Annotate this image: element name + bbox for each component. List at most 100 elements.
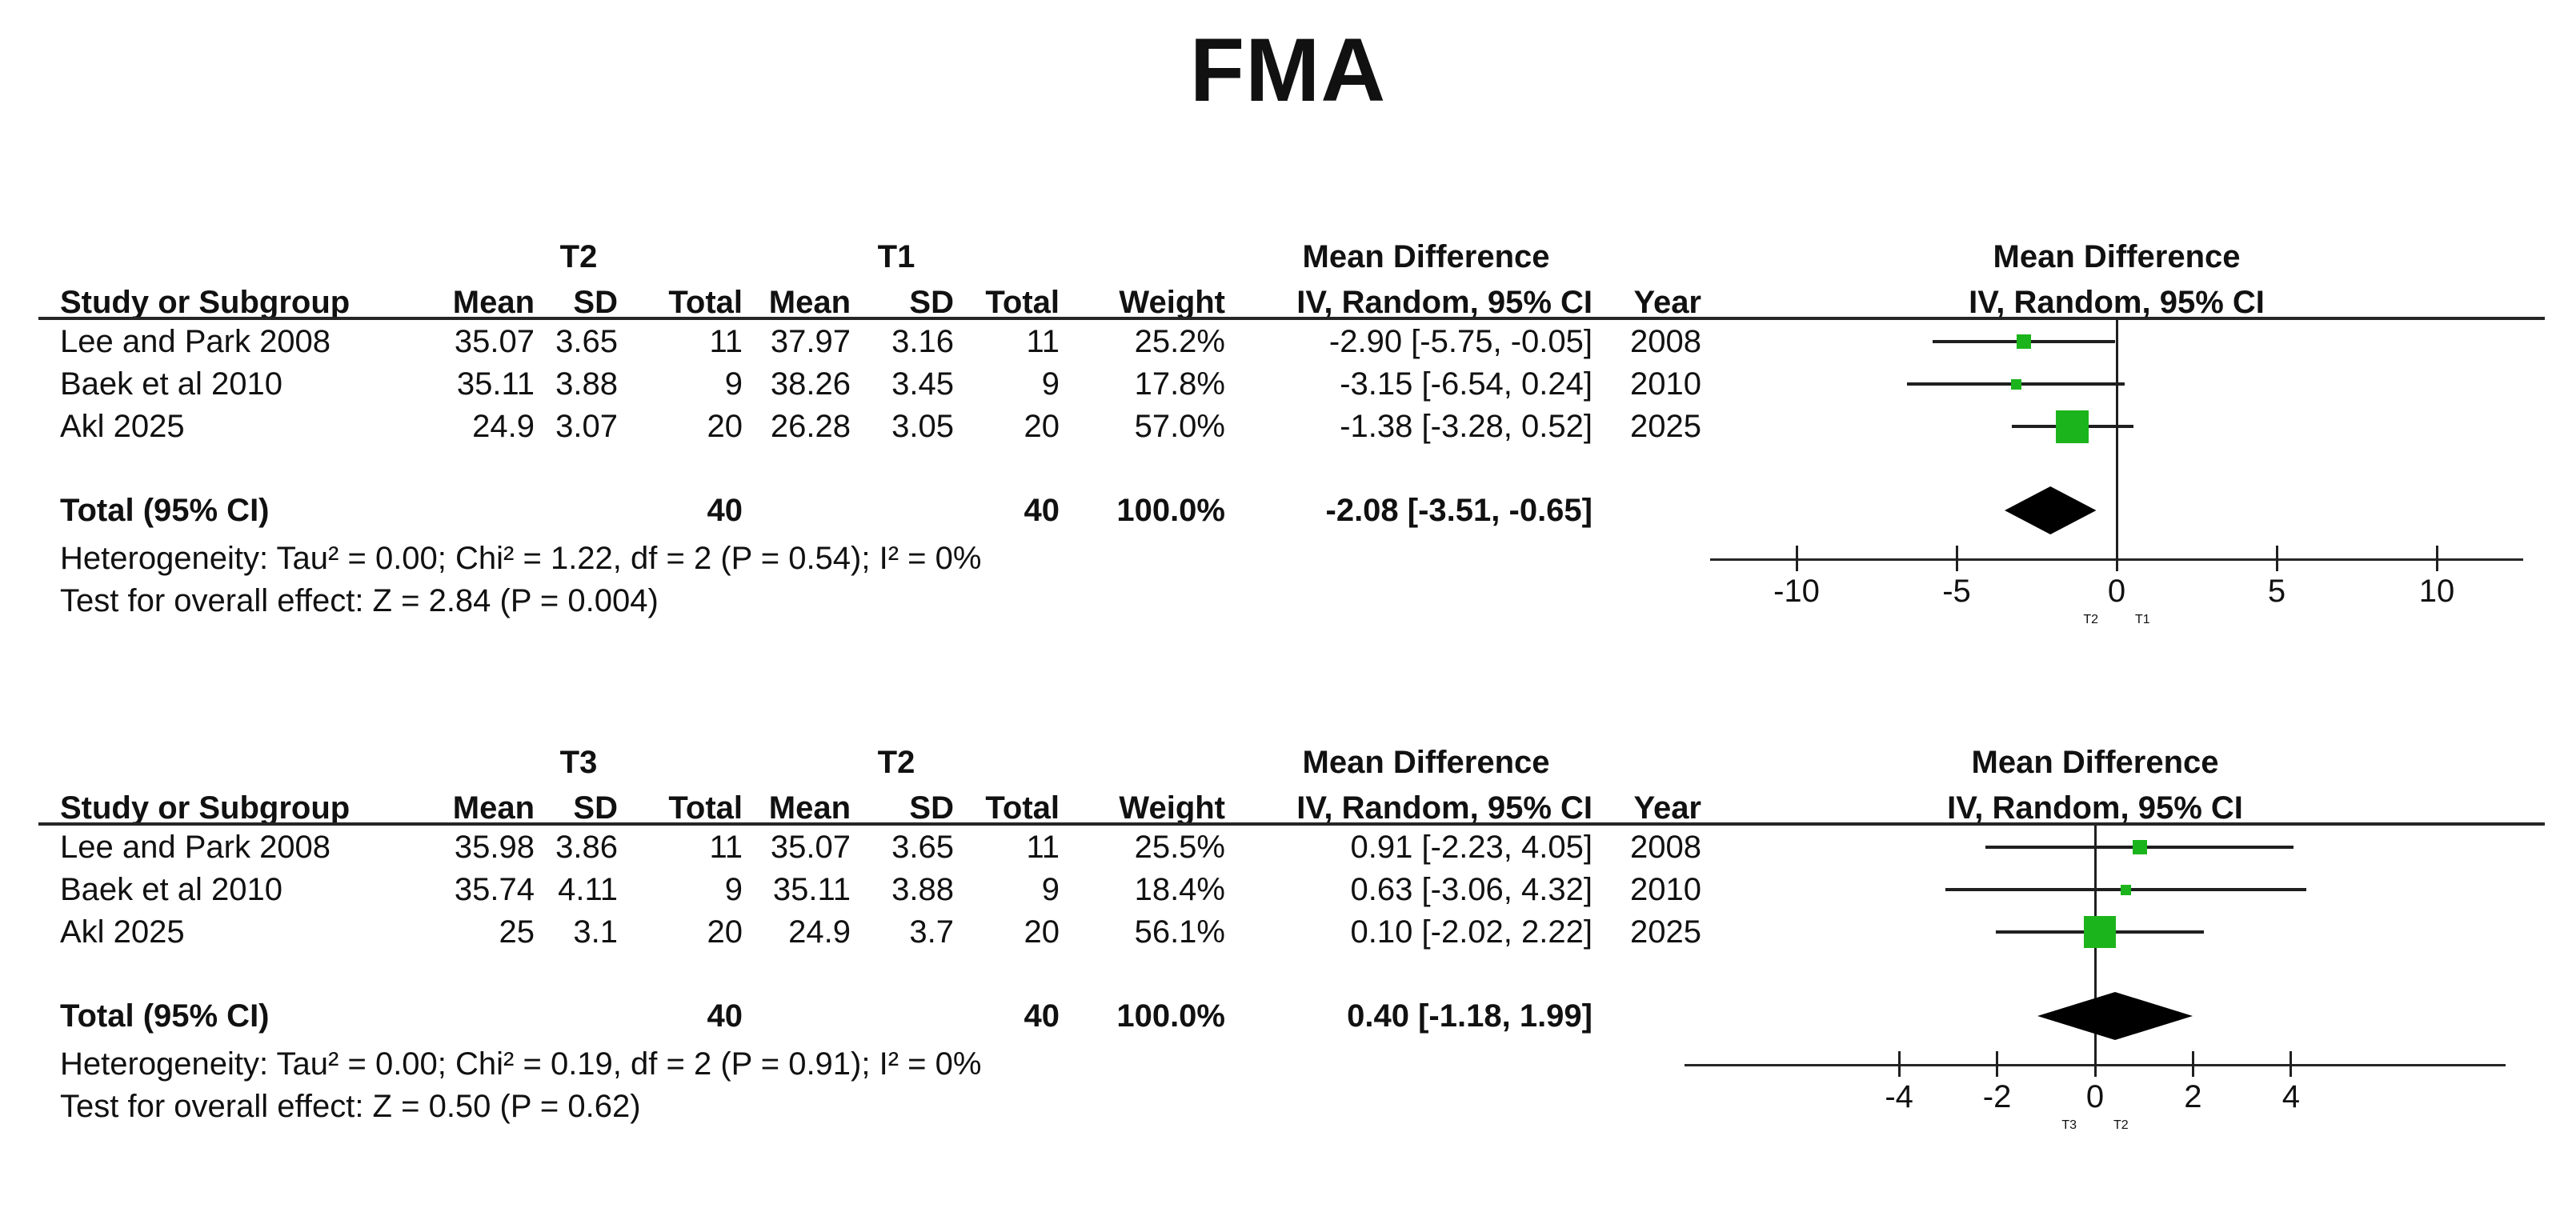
effect-sub-header: IV, Random, 95% CI bbox=[1296, 790, 1592, 826]
axis-tick bbox=[1795, 546, 1798, 571]
effect-column-title: Mean Difference bbox=[1302, 239, 1550, 274]
axis-tick-label: -10 bbox=[1773, 574, 1820, 609]
total-exp-cell: 9 bbox=[724, 872, 743, 907]
weight-cell: 17.8% bbox=[1134, 366, 1225, 402]
sd-exp-cell: 3.65 bbox=[555, 324, 618, 359]
total-label: Total (95% CI) bbox=[60, 493, 270, 528]
plot-title: Mean Difference bbox=[1971, 745, 2219, 780]
sd-ctrl-header: SD bbox=[909, 790, 954, 826]
weight-cell: 25.5% bbox=[1134, 830, 1225, 865]
pooled-diamond bbox=[2004, 486, 2096, 534]
mean-exp-cell: 24.9 bbox=[472, 409, 535, 444]
axis-tick-label: 5 bbox=[2267, 574, 2286, 609]
axis-tick bbox=[2290, 1051, 2293, 1077]
mean-ctrl-cell: 37.97 bbox=[770, 324, 851, 359]
year-header: Year bbox=[1633, 285, 1701, 320]
mean-exp-header: Mean bbox=[452, 285, 535, 320]
mean-exp-cell: 35.74 bbox=[454, 872, 535, 907]
favours-labels: T2 T1 bbox=[2083, 613, 2149, 627]
total-weight: 100.0% bbox=[1116, 998, 1225, 1034]
year-cell: 2025 bbox=[1630, 914, 1701, 950]
total-ctrl-cell: 20 bbox=[1024, 914, 1060, 950]
axis-tick-label: -4 bbox=[1885, 1079, 1913, 1114]
zero-line bbox=[2115, 320, 2118, 559]
mean-exp-cell: 35.98 bbox=[454, 830, 535, 865]
total-ci-text: -2.08 [-3.51, -0.65] bbox=[1325, 493, 1593, 528]
axis-tick-label: 0 bbox=[2107, 574, 2126, 609]
plot-title: Mean Difference bbox=[1993, 239, 2241, 274]
mean-exp-cell: 35.11 bbox=[456, 366, 535, 402]
study-cell: Baek et al 2010 bbox=[60, 872, 282, 907]
total-ci-text: 0.40 [-1.18, 1.99] bbox=[1347, 998, 1592, 1034]
year-cell: 2010 bbox=[1630, 366, 1701, 402]
total-ctrl-header: Total bbox=[985, 790, 1060, 826]
sd-ctrl-header: SD bbox=[909, 285, 954, 320]
sd-ctrl-cell: 3.88 bbox=[891, 872, 954, 907]
sd-exp-header: SD bbox=[573, 285, 618, 320]
axis-tick-label: 0 bbox=[2085, 1079, 2105, 1114]
ci-text-cell: 0.63 [-3.06, 4.32] bbox=[1350, 872, 1592, 907]
pooled-diamond bbox=[2037, 992, 2193, 1040]
plot-subtitle: IV, Random, 95% CI bbox=[1947, 790, 2243, 826]
year-cell: 2025 bbox=[1630, 409, 1701, 444]
total-exp-sum: 40 bbox=[707, 493, 743, 528]
ci-text-cell: 0.10 [-2.02, 2.22] bbox=[1350, 914, 1592, 950]
study-cell: Lee and Park 2008 bbox=[60, 324, 331, 359]
total-label: Total (95% CI) bbox=[60, 998, 270, 1034]
favours-right-label: T2 bbox=[2113, 1118, 2129, 1132]
overall-effect-text: Test for overall effect: Z = 0.50 (P = 0… bbox=[60, 1089, 641, 1124]
weight-header: Weight bbox=[1119, 790, 1225, 826]
mean-ctrl-cell: 26.28 bbox=[770, 409, 851, 444]
axis-tick bbox=[2191, 1051, 2194, 1077]
mean-ctrl-cell: 24.9 bbox=[788, 914, 851, 950]
year-cell: 2008 bbox=[1630, 324, 1701, 359]
header-rule bbox=[38, 317, 2545, 320]
ci-text-cell: -2.90 [-5.75, -0.05] bbox=[1328, 324, 1592, 359]
figure-title: FMA bbox=[1189, 20, 1387, 120]
sd-ctrl-cell: 3.05 bbox=[891, 409, 954, 444]
mean-ctrl-header: Mean bbox=[768, 790, 851, 826]
sd-ctrl-cell: 3.7 bbox=[909, 914, 954, 950]
total-ctrl-cell: 20 bbox=[1024, 409, 1060, 444]
axis-tick-label: 4 bbox=[2282, 1079, 2300, 1114]
study-cell: Lee and Park 2008 bbox=[60, 830, 331, 865]
plot-subtitle: IV, Random, 95% CI bbox=[1969, 285, 2265, 320]
overall-effect-text: Test for overall effect: Z = 2.84 (P = 0… bbox=[60, 583, 659, 618]
total-ctrl-cell: 9 bbox=[1041, 872, 1060, 907]
total-ctrl-cell: 11 bbox=[1026, 830, 1060, 865]
sd-ctrl-cell: 3.65 bbox=[891, 830, 954, 865]
mean-exp-header: Mean bbox=[452, 790, 535, 826]
axis-tick bbox=[2275, 546, 2278, 571]
year-cell: 2010 bbox=[1630, 872, 1701, 907]
total-exp-cell: 11 bbox=[709, 830, 743, 865]
weight-cell: 18.4% bbox=[1134, 872, 1225, 907]
mean-ctrl-cell: 35.11 bbox=[772, 872, 851, 907]
effect-square bbox=[2010, 378, 2021, 390]
axis-tick bbox=[1996, 1051, 1999, 1077]
total-ctrl-sum: 40 bbox=[1024, 493, 1060, 528]
heterogeneity-text: Heterogeneity: Tau² = 0.00; Chi² = 1.22,… bbox=[60, 541, 982, 576]
group-label-control: T1 bbox=[877, 239, 915, 274]
effect-square bbox=[2017, 334, 2031, 349]
heterogeneity-text: Heterogeneity: Tau² = 0.00; Chi² = 0.19,… bbox=[60, 1046, 982, 1082]
axis-tick bbox=[2093, 1051, 2097, 1077]
total-exp-cell: 20 bbox=[707, 409, 743, 444]
sd-exp-cell: 3.07 bbox=[555, 409, 618, 444]
total-exp-cell: 20 bbox=[707, 914, 743, 950]
weight-cell: 57.0% bbox=[1134, 409, 1225, 444]
axis-tick bbox=[1955, 546, 1958, 571]
sd-ctrl-cell: 3.45 bbox=[891, 366, 954, 402]
header-rule bbox=[38, 822, 2545, 826]
axis-tick bbox=[1897, 1051, 1901, 1077]
mean-ctrl-header: Mean bbox=[768, 285, 851, 320]
axis-tick bbox=[2115, 546, 2118, 571]
total-exp-cell: 9 bbox=[724, 366, 743, 402]
sd-exp-cell: 3.86 bbox=[555, 830, 618, 865]
study-column-header: Study or Subgroup bbox=[60, 790, 351, 826]
total-weight: 100.0% bbox=[1116, 493, 1225, 528]
mean-exp-cell: 25 bbox=[499, 914, 535, 950]
mean-ctrl-cell: 35.07 bbox=[770, 830, 851, 865]
sd-exp-cell: 4.11 bbox=[558, 872, 618, 907]
total-ctrl-cell: 11 bbox=[1026, 324, 1060, 359]
